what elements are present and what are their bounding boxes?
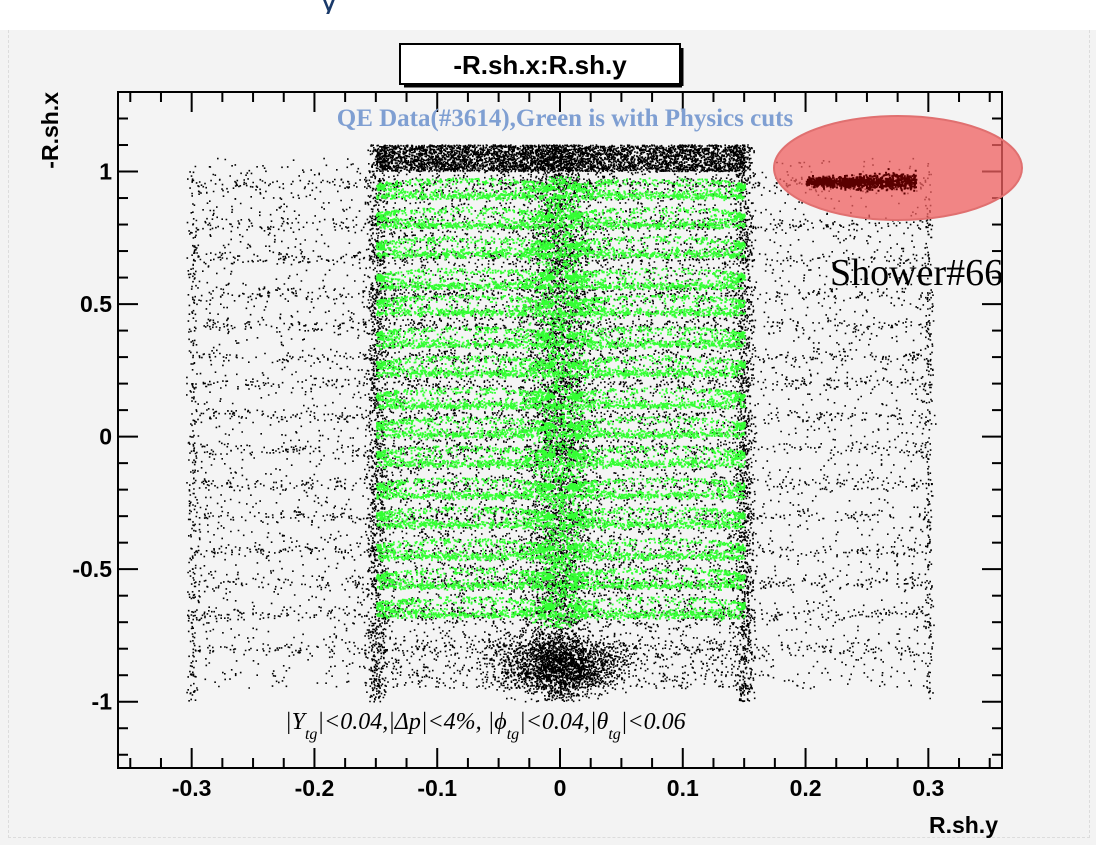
cuts-theta-sub: tg [608,726,620,743]
x-tick-label: -0.2 [295,775,335,801]
cuts-theta-tail: |<0.06 [621,709,686,735]
y-tick-label: -0.5 [72,556,112,582]
x-tick-label: -0.3 [172,775,212,801]
y-tick-label: 0.5 [80,291,112,317]
slide-heading-band: y [0,0,1096,30]
hot-cluster-points [805,168,918,195]
cuts-y-pipe: |Y [285,709,308,735]
slide-heading-fragment: y [320,0,1020,14]
x-tick-label: 0.1 [667,775,699,801]
x-tick-label: 0.3 [912,775,944,801]
x-axis-label: R.sh.y [929,812,998,838]
y-tick-label: 1 [99,159,112,185]
cuts-y-sub: tg [305,726,317,743]
chart-title: -R.sh.x:R.sh.y [453,50,627,80]
cuts-annotation: |Ytg|<0.04,|Δp|<4%, |ϕtg|<0.04,|θtg|<0.0… [285,709,686,743]
ticks-layer: -0.3 -0.2 -0.1 0 0.1 0.2 0.3 1 0.5 0 -0.5 -1 [72,92,1002,801]
y-tick-label: 0 [99,424,112,450]
legend-text: QE Data(#3614),Green is with Physics cut… [337,105,794,132]
cuts-phi-tail: |<0.04,|θ [519,709,608,735]
x-tick-label: -0.1 [417,775,457,801]
slide-border [8,0,1090,838]
y-axis-label: -R.sh.x [37,92,63,169]
y-tick-label: -1 [92,689,113,715]
title-box [399,43,681,85]
cuts-phi-sub: tg [507,726,519,743]
cuts-mid: |<0.04,|Δp|<4%, |ϕ [317,709,506,735]
x-tick-label: 0 [554,775,567,801]
x-tick-label: 0.2 [790,775,822,801]
series-physics-cuts-points [375,176,746,629]
highlight-ellipse [773,115,1023,221]
points-layer [186,144,937,703]
hot-cluster [805,168,918,195]
shower-label: Shower#66 [830,252,1003,294]
